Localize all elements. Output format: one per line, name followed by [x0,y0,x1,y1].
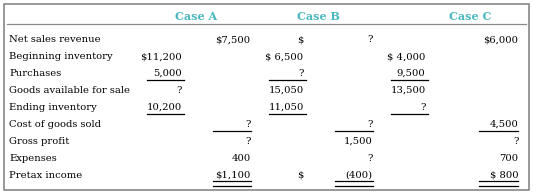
Text: 9,500: 9,500 [397,69,425,78]
Text: Case C: Case C [449,11,492,22]
FancyBboxPatch shape [4,4,529,190]
Text: 11,050: 11,050 [268,103,304,112]
Text: 4,500: 4,500 [489,120,519,129]
Text: Expenses: Expenses [10,154,57,163]
Text: $: $ [297,171,304,180]
Text: (400): (400) [345,171,373,180]
Text: ?: ? [176,86,182,95]
Text: Gross profit: Gross profit [10,137,70,146]
Text: 400: 400 [231,154,251,163]
Text: Beginning inventory: Beginning inventory [10,52,113,61]
Text: ?: ? [420,103,425,112]
Text: Case A: Case A [175,11,217,22]
Text: $7,500: $7,500 [215,35,251,44]
Text: ?: ? [245,137,251,146]
Text: 13,500: 13,500 [390,86,425,95]
Text: 700: 700 [499,154,519,163]
Text: Goods available for sale: Goods available for sale [10,86,131,95]
Text: $6,000: $6,000 [483,35,519,44]
Text: $1,100: $1,100 [215,171,251,180]
Text: Ending inventory: Ending inventory [10,103,97,112]
Text: ?: ? [367,35,373,44]
Text: Pretax income: Pretax income [10,171,83,180]
Text: $ 800: $ 800 [490,171,519,180]
Text: ?: ? [245,120,251,129]
Text: Cost of goods sold: Cost of goods sold [10,120,101,129]
Text: 10,200: 10,200 [147,103,182,112]
Text: Net sales revenue: Net sales revenue [10,35,101,44]
Text: $ 6,500: $ 6,500 [265,52,304,61]
Text: ?: ? [513,137,519,146]
Text: 15,050: 15,050 [269,86,304,95]
Text: Case B: Case B [297,11,340,22]
Text: 1,500: 1,500 [344,137,373,146]
Text: Purchases: Purchases [10,69,62,78]
Text: ?: ? [298,69,304,78]
Text: ?: ? [367,154,373,163]
Text: $11,200: $11,200 [140,52,182,61]
Text: 5,000: 5,000 [153,69,182,78]
Text: $: $ [297,35,304,44]
Text: $ 4,000: $ 4,000 [387,52,425,61]
Text: ?: ? [367,120,373,129]
